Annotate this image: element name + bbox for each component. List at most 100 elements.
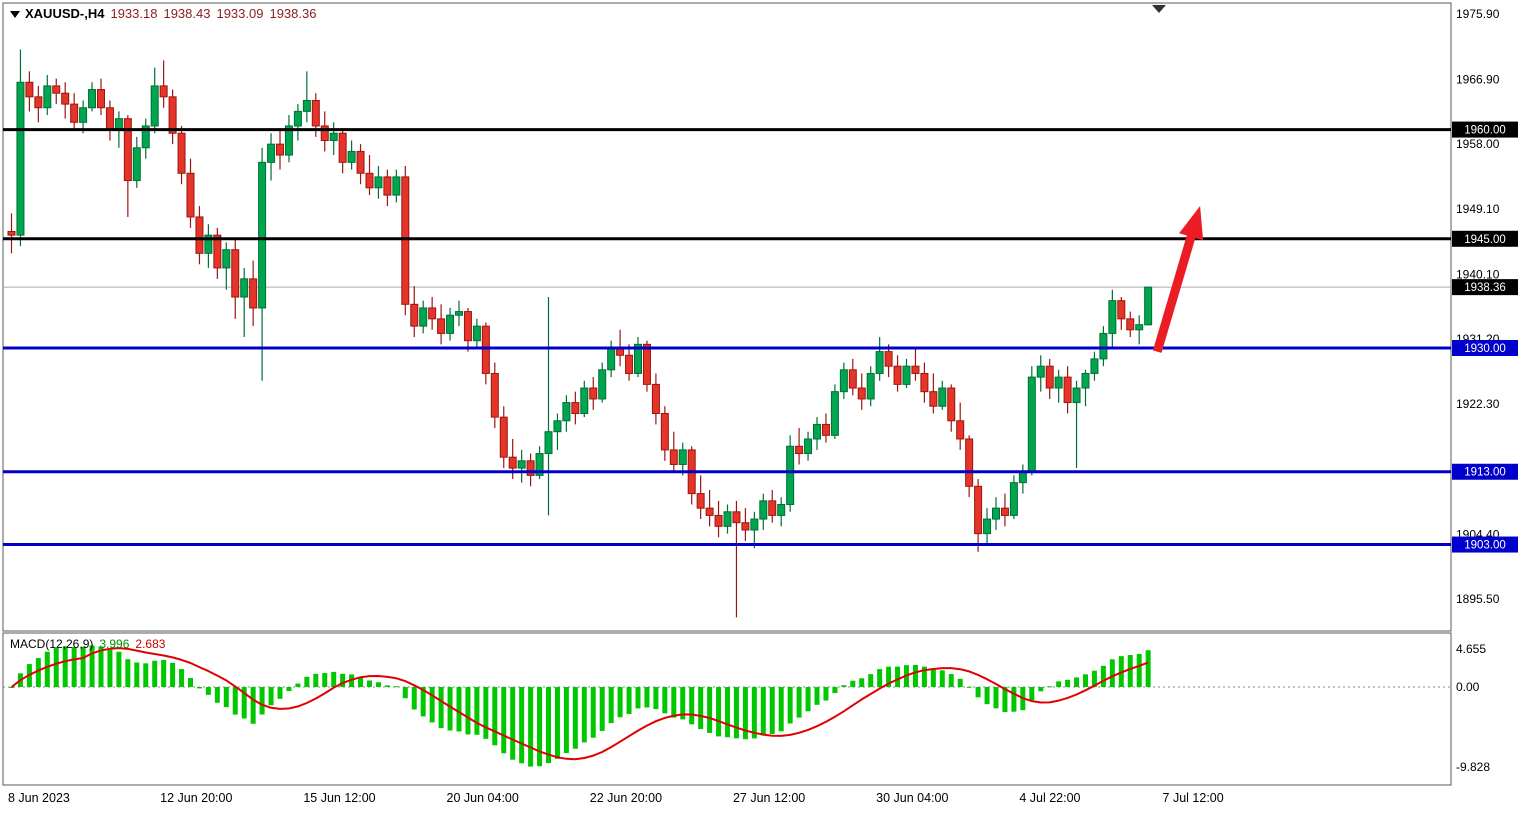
- macd-histogram-bar: [635, 687, 641, 709]
- macd-histogram-bar: [895, 666, 901, 687]
- candle-body: [920, 372, 929, 393]
- candle-body: [1081, 372, 1090, 389]
- chart-plot-area[interactable]: [2, 2, 1452, 632]
- macd-histogram-bar: [384, 685, 390, 687]
- macd-histogram-bar: [921, 666, 927, 687]
- macd-histogram-bar: [993, 687, 999, 709]
- candle-body: [1099, 332, 1108, 360]
- ohlc-close: 1938.36: [269, 6, 317, 21]
- macd-histogram-bar: [563, 687, 569, 754]
- macd-histogram-bar: [769, 687, 775, 735]
- chart-shift-marker-icon[interactable]: [1152, 5, 1166, 13]
- macd-histogram-bar: [546, 687, 551, 764]
- macd-histogram-bar: [581, 687, 587, 743]
- macd-histogram-bar: [483, 687, 489, 739]
- macd-histogram-bar: [62, 646, 68, 687]
- macd-histogram-bar: [295, 683, 301, 687]
- macd-histogram-bar: [152, 660, 158, 687]
- macd-histogram-bar: [367, 680, 372, 687]
- macd-histogram-bar: [89, 645, 95, 687]
- macd-histogram-bar: [1100, 665, 1106, 687]
- price-axis[interactable]: [1451, 0, 1526, 786]
- macd-histogram-bar: [957, 678, 963, 687]
- price-badge-text: 1938.36: [1464, 282, 1506, 294]
- candle-body: [61, 92, 70, 105]
- macd-histogram-bar: [707, 687, 713, 733]
- candle-body: [1009, 482, 1018, 516]
- candle-body: [338, 132, 347, 163]
- macd-histogram-bar: [626, 687, 632, 714]
- macd-histogram-bar: [519, 687, 525, 764]
- candle-body: [634, 343, 642, 374]
- candle-body: [105, 107, 114, 131]
- time-axis[interactable]: [0, 786, 1451, 813]
- macd-histogram-bar: [170, 662, 176, 687]
- trend-arrow-shaft[interactable]: [1152, 229, 1198, 353]
- macd-histogram-bar: [205, 687, 211, 695]
- macd-signal-line: [10, 647, 1149, 761]
- macd-histogram-bar: [465, 687, 471, 735]
- candle-body: [562, 402, 571, 422]
- candle-body: [16, 81, 25, 236]
- candle-body: [231, 249, 240, 298]
- candle-body: [544, 431, 553, 455]
- candle-body: [141, 125, 150, 149]
- y-axis-tick-label: 1940.10: [1456, 267, 1500, 281]
- macd-histogram-bar: [214, 687, 220, 703]
- candle-body: [804, 438, 813, 455]
- ohlc-header: XAUUSD-,H4 1933.18 1938.43 1933.09 1938.36: [10, 6, 316, 21]
- macd-histogram-bar: [474, 687, 480, 735]
- candle-body: [204, 234, 213, 254]
- macd-histogram-bar: [223, 687, 229, 708]
- macd-histogram-bar: [241, 687, 247, 719]
- macd-histogram-bar: [671, 687, 677, 718]
- candle-body: [329, 132, 338, 142]
- candle-body: [813, 423, 821, 440]
- macd-histogram-bar: [304, 676, 310, 687]
- candle-body: [992, 507, 1000, 520]
- macd-histogram-bar: [644, 687, 650, 708]
- candle-body: [705, 507, 714, 516]
- macd-histogram-bar: [161, 659, 167, 687]
- candle-body: [768, 500, 777, 516]
- macd-histogram-bar: [393, 686, 399, 688]
- macd-histogram-bar: [1029, 687, 1035, 701]
- macd-histogram-bar: [716, 687, 722, 737]
- macd-histogram-bar: [939, 670, 945, 687]
- macd-histogram-bar: [259, 687, 265, 715]
- macd-histogram-bar: [698, 687, 704, 730]
- candle-body: [589, 387, 598, 400]
- candle-body: [786, 445, 795, 506]
- candle-body: [195, 216, 204, 254]
- candle-body: [669, 449, 678, 465]
- y-axis-tick-label: 1895.50: [1456, 592, 1500, 606]
- symbol-period-label: XAUUSD-,H4: [25, 6, 105, 21]
- macd-histogram-bar: [44, 651, 50, 687]
- macd-histogram-bar: [528, 687, 534, 767]
- macd-histogram-bar: [590, 687, 596, 738]
- candle-body: [714, 514, 723, 527]
- candle-body: [213, 234, 222, 269]
- macd-histogram-bar: [984, 687, 990, 705]
- macd-histogram-bar: [53, 647, 59, 687]
- candle-body: [88, 89, 97, 109]
- candle-body: [79, 107, 88, 123]
- macd-histogram-bar: [930, 669, 936, 687]
- y-axis-tick-label: 1922.30: [1456, 397, 1500, 411]
- candle-body: [374, 176, 383, 189]
- candle-body: [472, 325, 481, 342]
- ohlc-open: 1933.18: [110, 6, 158, 21]
- candle-body: [866, 372, 875, 400]
- macd-histogram-bar: [250, 687, 256, 724]
- candle-body: [947, 387, 956, 422]
- trend-arrow-head[interactable]: [1179, 206, 1204, 241]
- candle-body: [938, 387, 947, 407]
- macd-histogram-bar: [948, 674, 954, 687]
- macd-histogram-bar: [331, 671, 337, 687]
- macd-histogram-bar: [877, 669, 883, 687]
- macd-histogram-bar: [340, 673, 346, 687]
- candle-body: [267, 143, 276, 163]
- candle-body: [150, 85, 159, 127]
- candle-body: [1054, 376, 1063, 389]
